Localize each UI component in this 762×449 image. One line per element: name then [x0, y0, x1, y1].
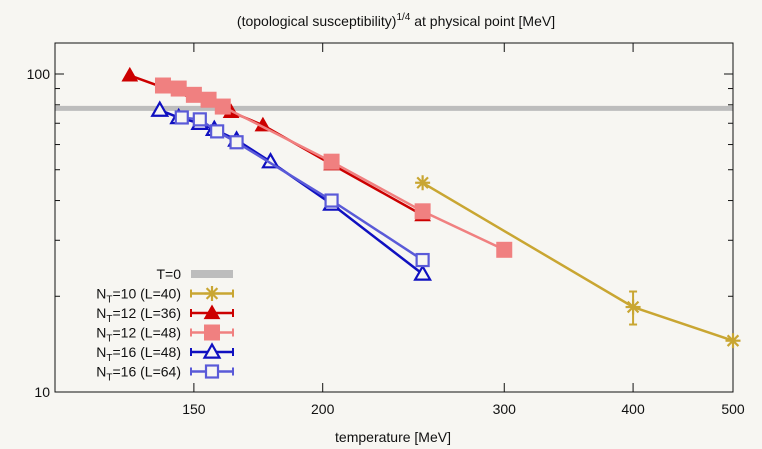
data-point [192, 112, 207, 127]
data-point [323, 153, 340, 170]
legend-label: NT=10 (L=40) [96, 286, 181, 306]
series-4 [174, 110, 430, 268]
legend-label: NT=12 (L=48) [96, 325, 181, 345]
chart-title: (topological susceptibility)1/4 at physi… [237, 12, 555, 29]
data-point [496, 241, 513, 258]
legend-label: T=0 [156, 266, 181, 282]
y-tick-label: 10 [34, 384, 50, 400]
legend: T=0NT=10 (L=40)NT=12 (L=36)NT=12 (L=48)N… [96, 266, 234, 384]
data-point [174, 110, 189, 125]
marker-stroke [205, 287, 219, 300]
series-0 [415, 175, 741, 349]
series-line [181, 116, 424, 262]
data-point [324, 193, 339, 208]
data-point [200, 91, 217, 108]
legend-marker [204, 324, 220, 341]
data-point [725, 333, 741, 349]
data-point [413, 264, 433, 281]
plot-frame [54, 42, 734, 393]
series-2 [154, 77, 513, 258]
legend-marker [204, 364, 220, 379]
legend-label: NT=12 (L=36) [96, 305, 181, 325]
legend-label: NT=16 (L=48) [96, 344, 181, 364]
series-3 [150, 100, 433, 281]
y-tick-label: 100 [27, 66, 51, 82]
x-tick-label: 150 [182, 401, 206, 417]
data-point [625, 299, 641, 315]
marker-stroke [726, 334, 740, 347]
marker-stroke [416, 176, 429, 189]
data-point [214, 98, 231, 115]
data-point [150, 100, 170, 117]
marker-stroke [626, 300, 640, 314]
legend-label: NT=16 (L=64) [96, 364, 181, 384]
data-point [415, 175, 431, 191]
data-point [229, 135, 244, 150]
data-point [185, 86, 202, 103]
x-tick-label: 500 [721, 401, 745, 417]
series-line [421, 181, 734, 342]
data-point [414, 203, 431, 220]
data-point [210, 124, 225, 139]
x-tick-label: 400 [621, 401, 645, 417]
legend-marker [203, 304, 221, 320]
data-point [121, 66, 139, 82]
x-axis-label: temperature [MeV] [335, 429, 451, 445]
data-point [170, 80, 187, 97]
legend-marker [202, 342, 222, 359]
x-tick-label: 200 [311, 401, 335, 417]
data-point [154, 77, 171, 94]
x-tick-label: 300 [493, 401, 517, 417]
legend-marker [204, 286, 220, 301]
data-point [415, 252, 430, 268]
